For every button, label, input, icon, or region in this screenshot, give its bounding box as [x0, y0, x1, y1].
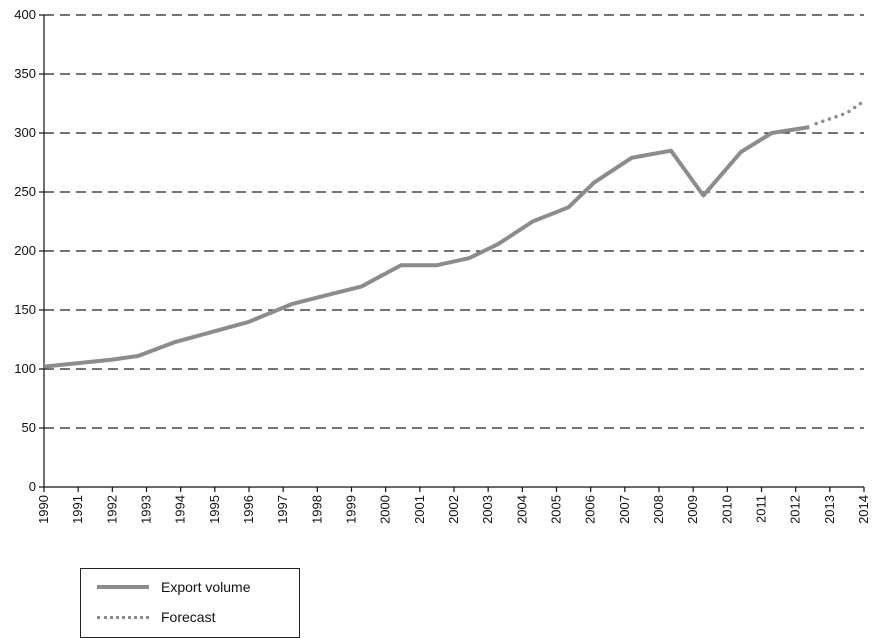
x-tick-label: 2014	[856, 495, 871, 524]
x-tick-label: 2011	[754, 495, 769, 523]
x-tick-label: 2001	[412, 495, 427, 524]
x-tick-label: 1999	[344, 495, 359, 524]
y-tick-label: 0	[29, 479, 36, 494]
x-tick-label: 2013	[822, 495, 837, 524]
x-tick-label: 1992	[104, 495, 119, 524]
x-tick-label: 2002	[446, 495, 461, 524]
x-tick-label: 1997	[275, 495, 290, 524]
series-lines	[43, 99, 866, 369]
y-tick-label: 350	[14, 66, 36, 81]
y-tick-label: 400	[14, 7, 36, 22]
y-tick-label: 200	[14, 243, 36, 258]
y-tick-label: 150	[14, 302, 36, 317]
x-tick-label: 2007	[617, 495, 632, 524]
x-tick-label: 2003	[480, 495, 495, 524]
x-tick-label: 1996	[241, 495, 256, 524]
y-tick-label: 50	[22, 420, 36, 435]
x-tick-label: 2000	[378, 495, 393, 524]
legend-swatch-dotted	[97, 612, 149, 622]
x-tick-label: 1991	[70, 495, 85, 524]
legend-item-export-volume: Export volume	[97, 576, 250, 598]
x-tick-label: 1993	[139, 495, 154, 524]
y-tick-label: 300	[14, 125, 36, 140]
legend-swatch-solid	[97, 582, 149, 592]
x-tick-label: 1994	[173, 495, 188, 524]
series-line-forecast	[814, 99, 866, 126]
legend-label: Forecast	[161, 609, 216, 625]
x-tick-label: 2010	[719, 495, 734, 524]
x-tick-label: 2012	[788, 495, 803, 524]
legend-item-forecast: Forecast	[97, 606, 215, 628]
legend: Export volume Forecast	[80, 568, 300, 638]
series-line-export-volume	[43, 125, 810, 369]
y-axis-ticks: 0 50 100 150 200 250 300 350 400	[14, 7, 44, 494]
grid-lines	[44, 14, 864, 429]
x-tick-label: 2004	[514, 495, 529, 524]
legend-label: Export volume	[161, 579, 251, 595]
x-axis-ticks: 1990 1991 1992 1993 1994 1995 1996 1997 1998 1999…	[36, 487, 871, 524]
x-tick-label: 2005	[549, 495, 564, 524]
y-tick-label: 250	[14, 184, 36, 199]
x-tick-label: 1995	[207, 495, 222, 524]
x-tick-label: 2008	[651, 495, 666, 524]
x-tick-label: 2006	[583, 495, 598, 524]
x-tick-label: 2009	[685, 495, 700, 524]
y-tick-label: 100	[14, 361, 36, 376]
x-tick-label: 1990	[36, 495, 51, 524]
x-tick-label: 1998	[309, 495, 324, 524]
